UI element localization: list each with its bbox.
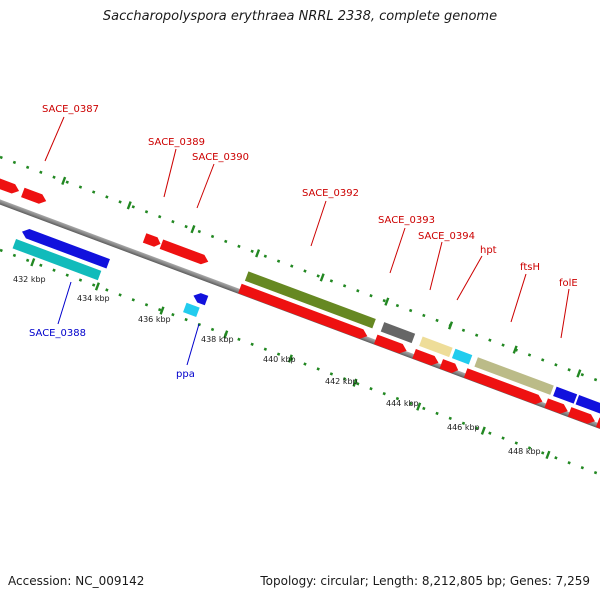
- forward-gene-arrow: [21, 187, 47, 204]
- outer-major-ticks: [61, 176, 582, 378]
- forward-gene-arrow: [0, 177, 20, 194]
- scale-labels: 432 kbp 434 kbp 436 kbp 438 kbp 440 kbp …: [13, 275, 541, 456]
- olive-feature-bar: [244, 271, 376, 329]
- forward-gene-arrow: [412, 348, 439, 366]
- scale-label: 434 kbp: [77, 294, 110, 303]
- inner-tick-ring: [0, 248, 600, 483]
- gray-feature-bar: [380, 322, 416, 344]
- light-cyan-feature-bar: [451, 348, 473, 365]
- forward-gene-labels: SACE_0387 SACE_0389 SACE_0390 SACE_0392 …: [42, 104, 578, 289]
- reverse-gene-arrow: [22, 229, 110, 269]
- map-title: Saccharopolyspora erythraea NRRL 2338, c…: [102, 9, 498, 24]
- scale-label: 442 kbp: [325, 377, 358, 386]
- label-sace-0390: SACE_0390: [192, 152, 249, 163]
- genome-backbone: [0, 196, 600, 439]
- accession-text: Accession: NC_009142: [8, 574, 145, 588]
- scale-label: 438 kbp: [201, 335, 234, 344]
- label-sace-0392: SACE_0392: [302, 188, 359, 199]
- label-ftsh: ftsH: [520, 262, 540, 273]
- forward-gene-arrow: [238, 283, 368, 339]
- label-fole: folE: [559, 278, 578, 289]
- scale-label: 446 kbp: [447, 423, 480, 432]
- scale-label: 440 kbp: [263, 355, 296, 364]
- reverse-gene-labels: SACE_0388 ppa: [29, 328, 195, 380]
- light-yellow-feature-bar: [419, 336, 453, 358]
- forward-gene-arrow: [595, 417, 600, 434]
- forward-gene-arrow: [463, 368, 543, 405]
- scale-label: 436 kbp: [138, 315, 171, 324]
- khaki-feature-bar: [474, 357, 554, 395]
- light-cyan-feature-bar: [183, 302, 200, 317]
- scale-label: 432 kbp: [13, 275, 46, 284]
- label-sace-0389: SACE_0389: [148, 137, 205, 148]
- forward-leader-lines: [44, 116, 570, 339]
- reverse-gene-arrow: [193, 293, 209, 306]
- inner-major-ticks: [30, 258, 551, 460]
- label-sace-0387: SACE_0387: [42, 104, 99, 115]
- label-hpt: hpt: [480, 245, 497, 256]
- genome-summary-text: Topology: circular; Length: 8,212,805 bp…: [260, 574, 590, 588]
- outer-tick-ring: [0, 155, 600, 390]
- forward-gene-arrow: [544, 398, 568, 414]
- reverse-leader-lines: [57, 281, 200, 366]
- feature-track: [0, 177, 600, 439]
- forward-gene-arrow: [439, 359, 459, 374]
- forward-gene-arrow: [159, 239, 209, 265]
- scale-label: 444 kbp: [386, 399, 419, 408]
- cyan-feature-bar: [12, 238, 102, 281]
- blue-feature-bar: [553, 386, 578, 404]
- forward-gene-arrow: [142, 233, 161, 247]
- blue-feature-bar: [575, 395, 600, 419]
- inner-tick-dots: [0, 248, 600, 483]
- label-sace-0394: SACE_0394: [418, 231, 475, 242]
- forward-gene-arrow: [373, 334, 407, 354]
- label-sace-0393: SACE_0393: [378, 215, 435, 226]
- scale-label: 448 kbp: [508, 447, 541, 456]
- label-ppa: ppa: [176, 369, 195, 380]
- label-sace-0388: SACE_0388: [29, 328, 86, 339]
- forward-gene-arrow: [567, 407, 595, 424]
